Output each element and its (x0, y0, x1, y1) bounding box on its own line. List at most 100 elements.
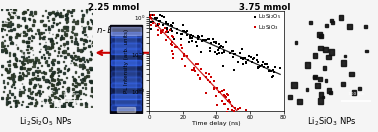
Bar (15, 105, 17, 107)
Li$_2$SiO$_3$ (169, 50, 175, 52)
Bar (23, 31, 24, 32)
Bar (38, 62, 40, 63)
Li$_2$SiO$_3$ (219, 90, 225, 92)
Li$_2$SiO$_3$ (260, 116, 266, 119)
Li$_2$SiO$_3$ (221, 94, 227, 96)
Bar (8, 101, 10, 103)
Bar (77, 94, 79, 96)
Bar (33, 54, 34, 55)
Bar (40, 37, 41, 38)
Bar (81, 10, 82, 11)
Li$_2$SiO$_3$ (277, 116, 283, 119)
Bar (17, 24, 19, 27)
Bar (72, 95, 73, 96)
Bar (6, 45, 8, 46)
Bar (44, 45, 46, 48)
Bar (23, 31, 25, 33)
Bar (111, 94, 141, 99)
Bar (9, 55, 10, 56)
Bar (83, 93, 84, 94)
Li$_2$SiO$_3$ (247, 116, 253, 119)
Li$_2$Si$_2$O$_5$ (240, 58, 246, 60)
Bar (90, 51, 91, 52)
Bar (23, 57, 24, 58)
Li$_2$SiO$_3$ (243, 109, 249, 111)
Bar (39, 37, 40, 39)
Bar (82, 31, 83, 33)
Bar (66, 34, 67, 35)
Bar (71, 40, 72, 42)
Li$_2$Si$_2$O$_5$ (180, 24, 186, 26)
Bar (82, 57, 84, 60)
Li$_2$Si$_2$O$_5$ (254, 54, 260, 56)
Li$_2$SiO$_3$ (257, 116, 263, 119)
Bar (111, 100, 141, 104)
Bar (68, 103, 71, 105)
Li$_2$SiO$_3$ (193, 63, 199, 65)
Li$_2$SiO$_3$ (267, 116, 273, 119)
Bar (19, 94, 20, 95)
Li$_2$SiO$_3$ (250, 116, 256, 119)
Bar (65, 65, 66, 66)
Bar (37, 32, 39, 34)
Li$_2$SiO$_3$ (192, 70, 198, 72)
Bar (70, 11, 72, 13)
Li$_2$Si$_2$O$_5$ (211, 41, 217, 43)
Bar (9, 97, 10, 98)
Bar (23, 74, 25, 76)
Bar (92, 22, 93, 24)
Bar (43, 32, 44, 33)
Li$_2$SiO$_3$ (168, 43, 174, 45)
Legend: Li$_2$Si$_2$O$_5$, Li$_2$SiO$_3$: Li$_2$Si$_2$O$_5$, Li$_2$SiO$_3$ (252, 12, 282, 32)
Bar (26, 60, 27, 61)
Bar (2, 36, 3, 37)
Bar (9, 92, 10, 93)
Bar (90, 67, 92, 70)
Bar (75, 38, 76, 40)
Bar (37, 67, 38, 68)
Li$_2$SiO$_3$ (257, 116, 263, 119)
Bar (81, 81, 82, 83)
Bar (71, 31, 72, 32)
Bar (52, 63, 54, 65)
Bar (37, 75, 38, 76)
Bar (44, 57, 45, 58)
Bar (35, 93, 37, 95)
Bar (57, 82, 60, 84)
Bar (32, 24, 34, 26)
Bar (13, 63, 15, 65)
Bar (4, 48, 6, 49)
Li$_2$Si$_2$O$_5$ (260, 61, 266, 63)
Bar (66, 13, 68, 14)
Li$_2$SiO$_3$ (266, 116, 272, 119)
Bar (1, 50, 3, 52)
Bar (88, 67, 90, 69)
Bar (74, 63, 76, 65)
Bar (86, 59, 87, 60)
Li$_2$SiO$_3$ (195, 63, 201, 65)
Bar (309, 21, 312, 24)
Bar (6, 101, 8, 104)
Bar (22, 72, 23, 74)
Bar (24, 89, 25, 90)
Li$_2$SiO$_3$ (197, 77, 203, 79)
Bar (2, 24, 4, 26)
Bar (82, 17, 83, 18)
Bar (35, 102, 37, 104)
Bar (313, 75, 318, 79)
Bar (79, 58, 81, 61)
Bar (41, 56, 42, 58)
Bar (37, 83, 39, 84)
Bar (65, 17, 67, 18)
Bar (66, 29, 68, 31)
Bar (14, 65, 16, 67)
Bar (45, 25, 46, 26)
Bar (1, 28, 2, 29)
Bar (4, 40, 5, 41)
Li$_2$SiO$_3$ (273, 116, 279, 119)
Bar (53, 93, 55, 94)
Li$_2$Si$_2$O$_5$ (198, 51, 204, 53)
Bar (34, 66, 35, 67)
Bar (26, 8, 28, 10)
Li$_2$SiO$_3$ (162, 27, 168, 29)
